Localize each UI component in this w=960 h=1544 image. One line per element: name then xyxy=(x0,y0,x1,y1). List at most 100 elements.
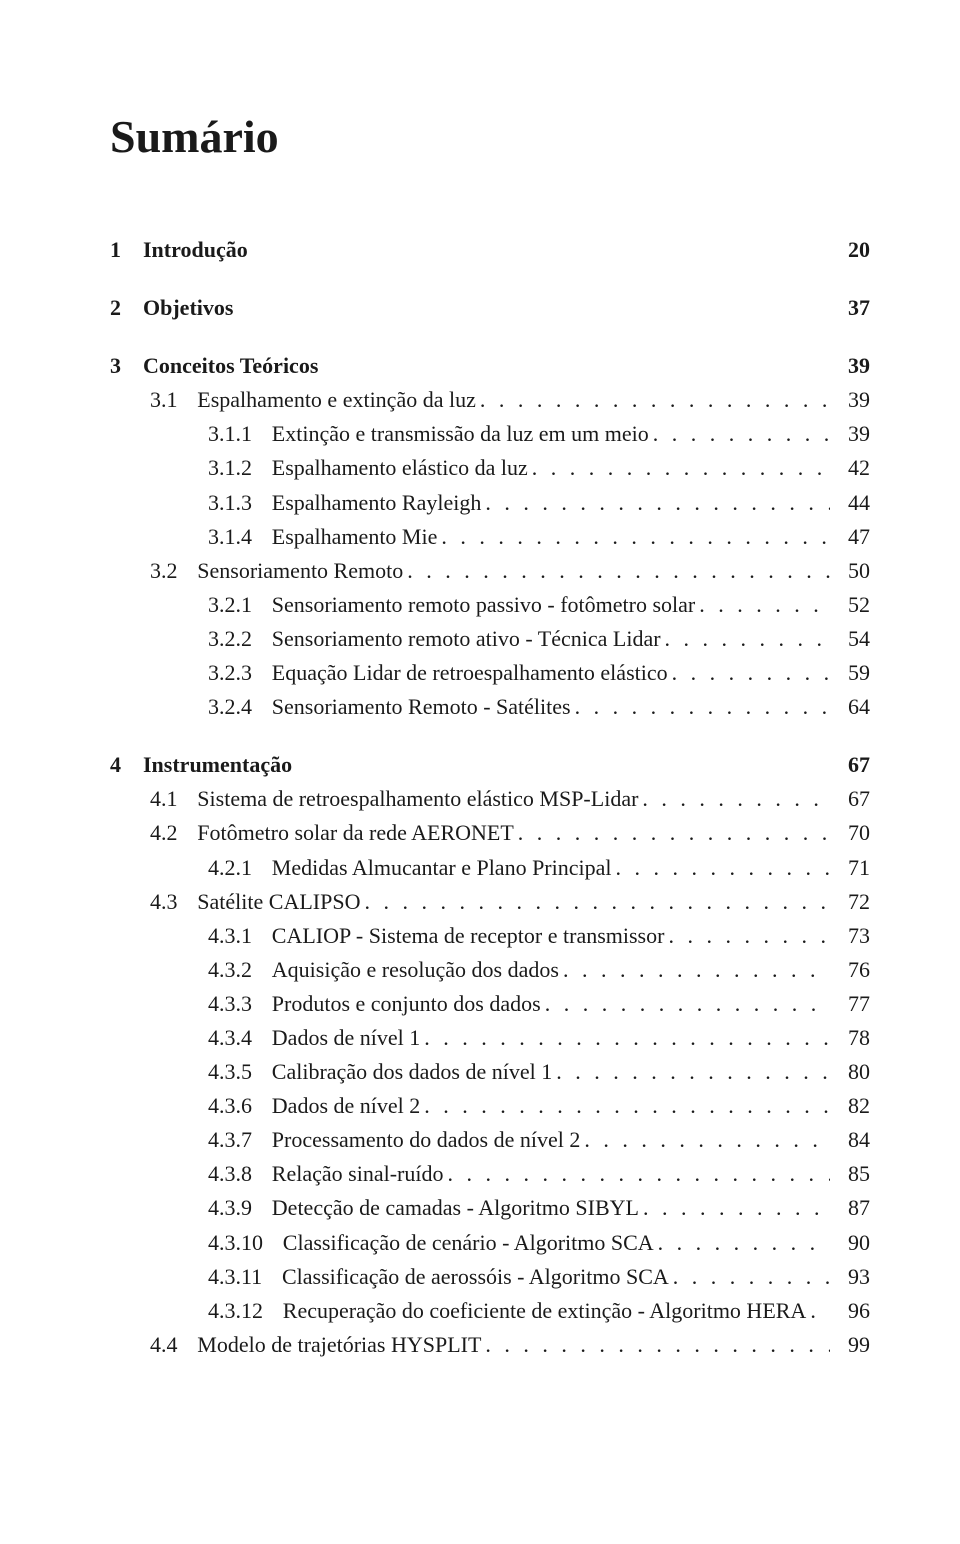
toc-entry-label: Instrumentação xyxy=(121,748,292,782)
toc-entry-number: 3.1.4 xyxy=(208,520,252,554)
toc-entry-page: 37 xyxy=(830,291,870,325)
toc-entry-number: 2 xyxy=(110,291,121,325)
toc-entry-page: 85 xyxy=(830,1157,870,1191)
toc-entry-page: 39 xyxy=(830,349,870,383)
toc-dot-leader xyxy=(514,816,830,850)
toc-entry-label: Espalhamento e extinção da luz xyxy=(178,383,476,417)
toc-entry: 3.1Espalhamento e extinção da luz39 xyxy=(110,383,870,417)
toc-entry: 3.2.3Equação Lidar de retroespalhamento … xyxy=(110,656,870,690)
page-title: Sumário xyxy=(110,110,870,163)
toc-dot-leader xyxy=(664,919,830,953)
toc-entry-number: 4.3.10 xyxy=(208,1226,263,1260)
toc-entry: 4.1Sistema de retroespalhamento elástico… xyxy=(110,782,870,816)
toc-page: Sumário 1Introdução20 2Objetivos 37 3Concei… xyxy=(0,0,960,1544)
toc-dot-leader xyxy=(528,451,830,485)
toc-entry: 4.4Modelo de trajetórias HYSPLIT99 xyxy=(110,1328,870,1362)
toc-entry-label: Introdução xyxy=(121,233,248,267)
toc-entry-page: 54 xyxy=(830,622,870,656)
toc-dot-leader xyxy=(476,383,830,417)
toc-entry: 4.3.8Relação sinal-ruído 85 xyxy=(110,1157,870,1191)
toc-entry-page: 80 xyxy=(830,1055,870,1089)
toc-entry: 3.1.4Espalhamento Mie47 xyxy=(110,520,870,554)
toc-entry: 4.3.10Classificação de cenário - Algorit… xyxy=(110,1226,870,1260)
toc-entry: 1Introdução20 xyxy=(110,233,870,267)
toc-entry: 4.2.1Medidas Almucantar e Plano Principa… xyxy=(110,851,870,885)
toc-entry-label: Equação Lidar de retroespalhamento elást… xyxy=(252,656,668,690)
toc-entry-label: Espalhamento Mie xyxy=(252,520,437,554)
toc-entry-number: 3.2.2 xyxy=(208,622,252,656)
toc-entry-page: 50 xyxy=(830,554,870,588)
toc-entry-page: 39 xyxy=(830,383,870,417)
toc-entry-page: 82 xyxy=(830,1089,870,1123)
toc-dot-leader xyxy=(806,1294,830,1328)
toc-entry-label: Recuperação do coeficiente de extinção -… xyxy=(263,1294,806,1328)
toc-entry: 3Conceitos Teóricos39 xyxy=(110,349,870,383)
toc-dot-leader xyxy=(571,690,830,724)
toc-entry-label: Satélite CALIPSO xyxy=(178,885,361,919)
toc-entry-label: Objetivos xyxy=(121,291,233,325)
toc-entry-number: 4.3.5 xyxy=(208,1055,252,1089)
toc-entry-label: Medidas Almucantar e Plano Principal xyxy=(252,851,612,885)
toc-entry-number: 4.2.1 xyxy=(208,851,252,885)
toc-entry-page: 67 xyxy=(830,748,870,782)
toc-entry-label: Classificação de cenário - Algoritmo SCA xyxy=(263,1226,654,1260)
toc-entry-page: 70 xyxy=(830,816,870,850)
toc-entry-label: Sistema de retroespalhamento elástico MS… xyxy=(178,782,639,816)
toc-entry: 4Instrumentação 67 xyxy=(110,748,870,782)
toc-entry-label: Espalhamento Rayleigh xyxy=(252,486,481,520)
toc-entry-label: Sensoriamento Remoto xyxy=(178,554,404,588)
toc-entry: 3.1.3Espalhamento Rayleigh 44 xyxy=(110,486,870,520)
toc-entry-number: 3.2.4 xyxy=(208,690,252,724)
toc-entry-label: Dados de nível 1 xyxy=(252,1021,420,1055)
toc-dot-leader xyxy=(654,1226,830,1260)
toc-entry: 4.3.7Processamento do dados de nível 284 xyxy=(110,1123,870,1157)
toc-entry-label: Relação sinal-ruído xyxy=(252,1157,443,1191)
toc-entry-number: 4.3.12 xyxy=(208,1294,263,1328)
toc-entry-page: 71 xyxy=(830,851,870,885)
toc-entry-number: 4.1 xyxy=(150,782,178,816)
toc-dot-leader xyxy=(481,1328,830,1362)
toc-entry-number: 3.2.1 xyxy=(208,588,252,622)
toc-entry-page: 64 xyxy=(830,690,870,724)
toc-entry-number: 4.3 xyxy=(150,885,178,919)
toc-list: 1Introdução20 2Objetivos 37 3Conceitos Teór… xyxy=(110,233,870,1362)
toc-dot-leader xyxy=(695,588,830,622)
toc-dot-leader xyxy=(649,417,830,451)
toc-entry-label: Espalhamento elástico da luz xyxy=(252,451,528,485)
toc-dot-leader xyxy=(669,1260,830,1294)
toc-entry: 4.3.3Produtos e conjunto dos dados77 xyxy=(110,987,870,1021)
toc-entry-page: 90 xyxy=(830,1226,870,1260)
toc-entry: 3.1.2Espalhamento elástico da luz42 xyxy=(110,451,870,485)
toc-entry-label: Aquisição e resolução dos dados xyxy=(252,953,559,987)
toc-entry-number: 4 xyxy=(110,748,121,782)
toc-entry-page: 44 xyxy=(830,486,870,520)
toc-entry: 4.2Fotômetro solar da rede AERONET70 xyxy=(110,816,870,850)
toc-entry-label: Sensoriamento remoto passivo - fotômetro… xyxy=(252,588,695,622)
toc-entry-page: 67 xyxy=(830,782,870,816)
toc-entry: 4.3.6Dados de nível 282 xyxy=(110,1089,870,1123)
toc-entry-number: 4.3.7 xyxy=(208,1123,252,1157)
toc-entry-label: Modelo de trajetórias HYSPLIT xyxy=(178,1328,482,1362)
toc-entry: 3.2.1Sensoriamento remoto passivo - fotô… xyxy=(110,588,870,622)
toc-dot-leader xyxy=(420,1089,830,1123)
toc-entry-page: 99 xyxy=(830,1328,870,1362)
toc-dot-leader xyxy=(580,1123,830,1157)
toc-dot-leader xyxy=(481,486,830,520)
toc-entry-label: CALIOP - Sistema de receptor e transmiss… xyxy=(252,919,664,953)
toc-entry: 4.3.1CALIOP - Sistema de receptor e tran… xyxy=(110,919,870,953)
toc-entry: 3.2.2Sensoriamento remoto ativo - Técnic… xyxy=(110,622,870,656)
toc-entry-page: 78 xyxy=(830,1021,870,1055)
toc-entry-number: 3.1.1 xyxy=(208,417,252,451)
toc-entry-label: Sensoriamento Remoto - Satélites xyxy=(252,690,571,724)
toc-entry-number: 4.3.8 xyxy=(208,1157,252,1191)
toc-entry: 4.3.11Classificação de aerossóis - Algor… xyxy=(110,1260,870,1294)
toc-dot-leader xyxy=(668,656,830,690)
toc-entry-page: 84 xyxy=(830,1123,870,1157)
toc-entry: 4.3Satélite CALIPSO72 xyxy=(110,885,870,919)
toc-entry-page: 73 xyxy=(830,919,870,953)
toc-entry-number: 3 xyxy=(110,349,121,383)
toc-entry-label: Dados de nível 2 xyxy=(252,1089,420,1123)
toc-dot-leader xyxy=(661,622,830,656)
toc-entry-number: 3.1.3 xyxy=(208,486,252,520)
toc-entry-number: 4.3.3 xyxy=(208,987,252,1021)
